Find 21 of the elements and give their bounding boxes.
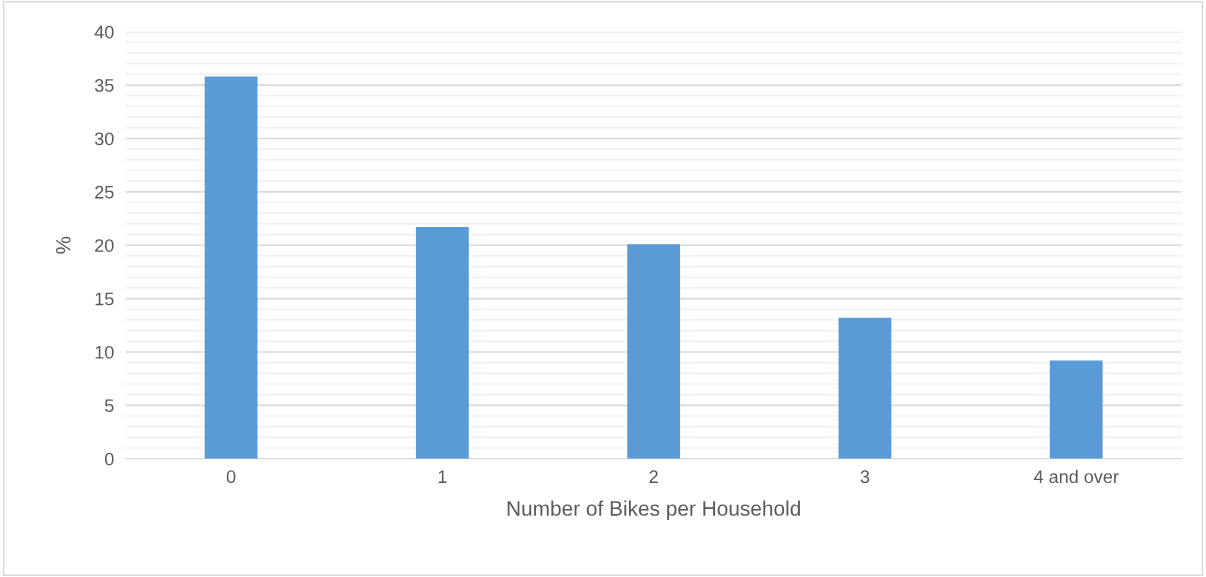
x-tick-label: 3 <box>860 470 870 484</box>
x-tick-label: 2 <box>649 470 658 483</box>
bar <box>627 244 681 459</box>
y-axis-title: % <box>56 236 71 254</box>
y-tick-label: 35 <box>94 79 114 92</box>
x-tick-label: 1 <box>438 470 447 483</box>
bar <box>1049 360 1103 459</box>
y-tick-label: 5 <box>104 399 114 413</box>
y-tick-label: 40 <box>94 25 114 39</box>
x-tick-label: 4 and over <box>1033 469 1119 484</box>
y-tick-label: 30 <box>94 132 114 146</box>
x-axis-title: Number of Bikes per Household <box>507 500 800 520</box>
y-tick-label: 0 <box>104 452 114 466</box>
y-tick-label: 20 <box>95 239 114 252</box>
y-tick-label: 25 <box>95 185 114 199</box>
bar <box>204 76 258 459</box>
y-tick-label: 10 <box>95 345 114 359</box>
x-tick-label: 0 <box>226 470 236 484</box>
bar <box>838 317 892 459</box>
y-tick-label: 15 <box>95 292 114 306</box>
bar <box>415 227 469 459</box>
